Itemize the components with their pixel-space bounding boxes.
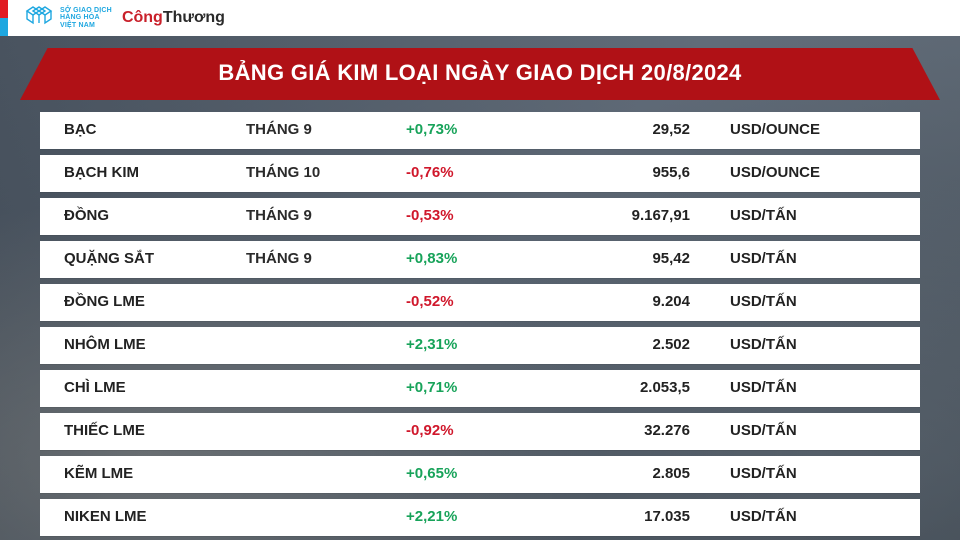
pct-change: +2,31% [400, 327, 550, 362]
metal-name: BẠC [40, 112, 240, 147]
contract-month [240, 379, 400, 397]
table-row: BẠCTHÁNG 9+0,73%29,52USD/OUNCE [40, 112, 920, 149]
metal-name: CHÌ LME [40, 370, 240, 405]
metal-name: KẼM LME [40, 456, 240, 491]
logo1-line3: VIỆT NAM [60, 22, 112, 29]
price-unit: USD/TẤN [730, 198, 920, 233]
table-row: NIKEN LME +2,21%17.035USD/TẤN [40, 499, 920, 536]
pct-change: +2,21% [400, 499, 550, 534]
price-value: 9.167,91 [550, 198, 730, 233]
table-row: KẼM LME +0,65%2.805USD/TẤN [40, 456, 920, 493]
metal-name: THIẾC LME [40, 413, 240, 448]
table-row: NHÔM LME +2,31%2.502USD/TẤN [40, 327, 920, 364]
table-row: QUẶNG SẮTTHÁNG 9+0,83%95,42USD/TẤN [40, 241, 920, 278]
title-shape: BẢNG GIÁ KIM LOẠI NGÀY GIAO DỊCH 20/8/20… [20, 48, 940, 100]
price-unit: USD/TẤN [730, 499, 920, 534]
price-table: BẠCTHÁNG 9+0,73%29,52USD/OUNCEBẠCH KIMTH… [40, 112, 920, 520]
metal-name: ĐỒNG [40, 198, 240, 233]
price-value: 2.502 [550, 327, 730, 362]
price-value: 2.805 [550, 456, 730, 491]
accent-stripe [0, 0, 8, 36]
congthuong-logo-part2: Thương [163, 9, 225, 26]
contract-month: THÁNG 9 [240, 198, 400, 233]
pct-change: -0,76% [400, 155, 550, 190]
contract-month: THÁNG 10 [240, 155, 400, 190]
contract-month: THÁNG 9 [240, 241, 400, 276]
price-unit: USD/OUNCE [730, 112, 920, 147]
title-banner: BẢNG GIÁ KIM LOẠI NGÀY GIAO DỊCH 20/8/20… [0, 48, 960, 100]
price-unit: USD/TẤN [730, 327, 920, 362]
pct-change: -0,92% [400, 413, 550, 448]
contract-month [240, 465, 400, 483]
exchange-logo-text: SỞ GIAO DỊCH HÀNG HÓA VIỆT NAM [60, 7, 112, 29]
pct-change: +0,73% [400, 112, 550, 147]
pct-change: -0,52% [400, 284, 550, 319]
contract-month [240, 336, 400, 354]
table-row: CHÌ LME +0,71%2.053,5USD/TẤN [40, 370, 920, 407]
price-value: 9.204 [550, 284, 730, 319]
contract-month [240, 293, 400, 311]
metal-name: QUẶNG SẮT [40, 241, 240, 276]
pct-change: +0,83% [400, 241, 550, 276]
table-row: ĐỒNG LME -0,52%9.204USD/TẤN [40, 284, 920, 321]
page-title: BẢNG GIÁ KIM LOẠI NGÀY GIAO DỊCH 20/8/20… [20, 48, 940, 100]
price-value: 29,52 [550, 112, 730, 147]
price-unit: USD/TẤN [730, 370, 920, 405]
price-value: 95,42 [550, 241, 730, 276]
pct-change: +0,65% [400, 456, 550, 491]
price-unit: USD/OUNCE [730, 155, 920, 190]
pct-change: -0,53% [400, 198, 550, 233]
congthuong-logo: CôngThương [122, 9, 225, 27]
table-row: THIẾC LME -0,92%32.276USD/TẤN [40, 413, 920, 450]
contract-month [240, 508, 400, 526]
page: SỞ GIAO DỊCH HÀNG HÓA VIỆT NAM CôngThươn… [0, 0, 960, 540]
price-unit: USD/TẤN [730, 241, 920, 276]
metal-name: NHÔM LME [40, 327, 240, 362]
price-unit: USD/TẤN [730, 284, 920, 319]
price-unit: USD/TẤN [730, 413, 920, 448]
metal-name: ĐỒNG LME [40, 284, 240, 319]
price-value: 2.053,5 [550, 370, 730, 405]
topbar: SỞ GIAO DỊCH HÀNG HÓA VIỆT NAM CôngThươn… [0, 0, 960, 36]
price-unit: USD/TẤN [730, 456, 920, 491]
price-value: 17.035 [550, 499, 730, 534]
pct-change: +0,71% [400, 370, 550, 405]
price-value: 32.276 [550, 413, 730, 448]
congthuong-logo-part1: Công [122, 9, 163, 26]
table-row: ĐỒNGTHÁNG 9-0,53%9.167,91USD/TẤN [40, 198, 920, 235]
metal-name: BẠCH KIM [40, 155, 240, 190]
exchange-logo: SỞ GIAO DỊCH HÀNG HÓA VIỆT NAM [24, 5, 112, 32]
table-row: BẠCH KIMTHÁNG 10-0,76%955,6USD/OUNCE [40, 155, 920, 192]
price-value: 955,6 [550, 155, 730, 190]
logo1-line2: HÀNG HÓA [60, 14, 112, 21]
contract-month [240, 422, 400, 440]
exchange-logo-icon [24, 5, 54, 32]
metal-name: NIKEN LME [40, 499, 240, 534]
contract-month: THÁNG 9 [240, 112, 400, 147]
